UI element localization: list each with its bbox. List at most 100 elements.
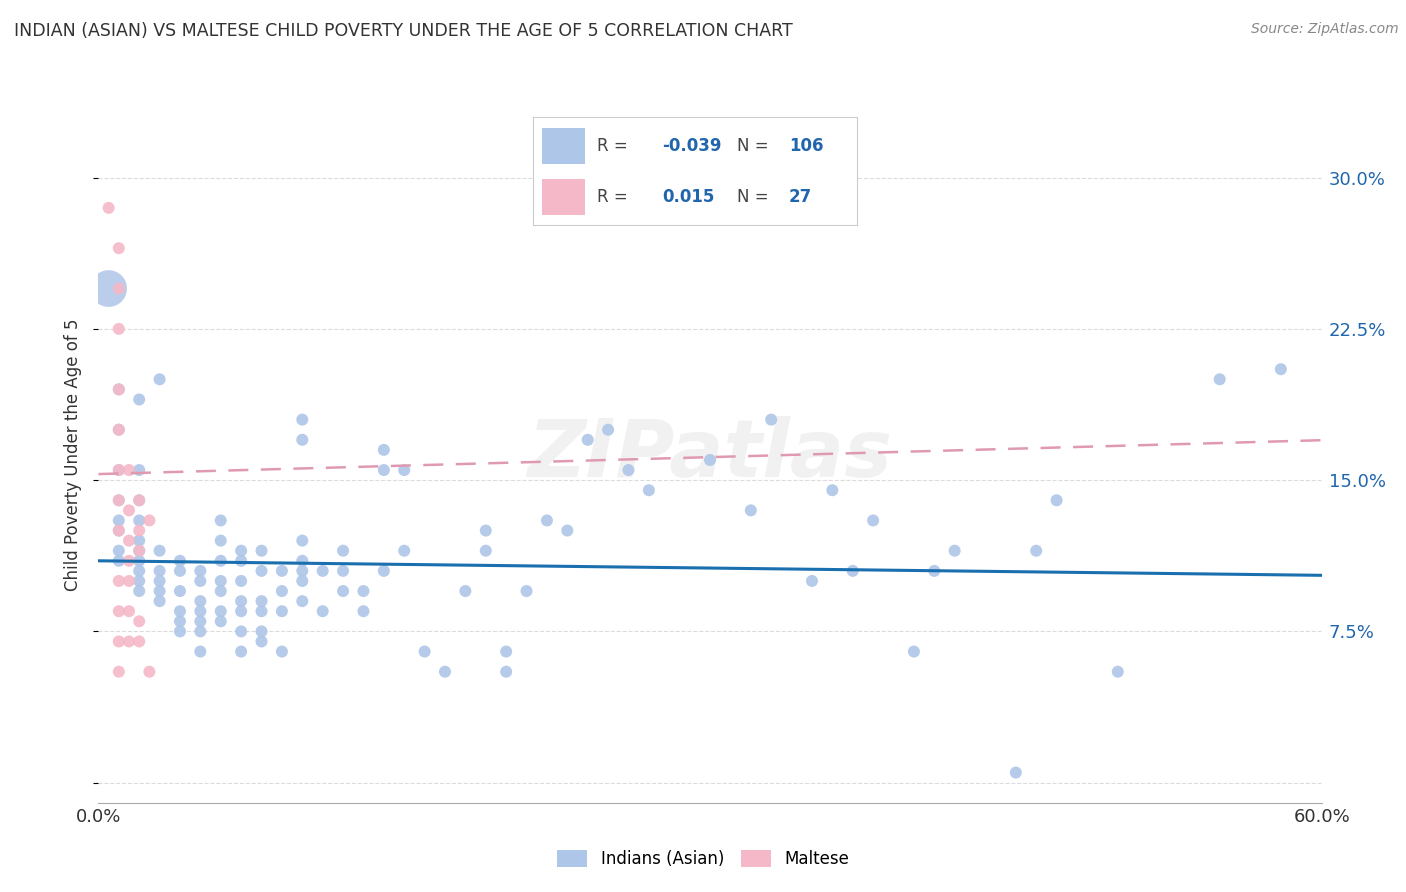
Point (108, 524, 131, 538)
Point (209, 513, 232, 527)
Point (922, 564, 945, 578)
Text: ZIPatlas: ZIPatlas (527, 416, 893, 494)
Point (231, 554, 253, 568)
Point (413, 644, 436, 658)
Point (108, 543, 131, 558)
Point (128, 493, 150, 508)
Point (108, 493, 131, 508)
Point (209, 584, 232, 599)
Point (1025, 543, 1047, 558)
Point (332, 564, 354, 578)
Point (231, 543, 253, 558)
Point (128, 615, 150, 629)
Point (209, 574, 232, 588)
Point (231, 624, 253, 639)
Point (118, 554, 141, 568)
Point (352, 584, 374, 599)
Point (903, 644, 925, 658)
Point (250, 604, 273, 618)
Point (108, 665, 131, 679)
Point (188, 615, 212, 629)
Point (108, 423, 131, 437)
Point (97, 201, 120, 215)
Point (373, 442, 395, 457)
Point (474, 543, 498, 558)
Point (474, 524, 498, 538)
Point (128, 554, 150, 568)
Point (108, 463, 131, 477)
Point (128, 533, 150, 548)
Point (188, 624, 212, 639)
Point (128, 513, 150, 527)
Point (108, 574, 131, 588)
Point (250, 564, 273, 578)
Point (108, 281, 131, 295)
Point (169, 554, 191, 568)
Point (138, 665, 160, 679)
Point (536, 513, 558, 527)
Point (270, 584, 294, 599)
Point (373, 564, 395, 578)
Point (128, 493, 150, 508)
Point (638, 483, 661, 498)
Point (108, 383, 131, 397)
Point (188, 644, 212, 658)
Point (118, 503, 141, 517)
Point (576, 433, 599, 447)
Point (209, 604, 232, 618)
Point (108, 463, 131, 477)
Point (250, 634, 273, 648)
Point (291, 564, 314, 578)
Point (108, 554, 131, 568)
Point (557, 524, 579, 538)
Point (169, 615, 191, 629)
Point (862, 513, 884, 527)
Point (97, 281, 120, 295)
Point (270, 644, 294, 658)
Point (761, 412, 783, 426)
Point (943, 543, 966, 558)
Point (128, 463, 150, 477)
Point (188, 604, 212, 618)
Point (118, 604, 141, 618)
Point (454, 584, 477, 599)
Y-axis label: Child Poverty Under the Age of 5: Child Poverty Under the Age of 5 (65, 318, 83, 591)
Point (821, 483, 844, 498)
Point (128, 524, 150, 538)
Point (149, 594, 172, 608)
Point (291, 433, 314, 447)
Point (108, 634, 131, 648)
Point (108, 513, 131, 527)
Point (250, 594, 273, 608)
Point (1107, 665, 1129, 679)
Point (231, 604, 253, 618)
Point (740, 503, 762, 517)
Point (392, 463, 416, 477)
Legend: Indians (Asian), Maltese: Indians (Asian), Maltese (551, 843, 855, 875)
Point (118, 574, 141, 588)
Point (231, 574, 253, 588)
Point (169, 604, 191, 618)
Point (209, 533, 232, 548)
Point (128, 574, 150, 588)
Point (598, 423, 620, 437)
Point (118, 463, 141, 477)
Point (149, 372, 172, 386)
Point (108, 423, 131, 437)
Point (250, 543, 273, 558)
Point (699, 453, 721, 467)
Point (128, 392, 150, 407)
Point (149, 564, 172, 578)
Point (118, 533, 141, 548)
Point (392, 543, 416, 558)
Point (149, 574, 172, 588)
Point (169, 584, 191, 599)
Point (1004, 765, 1026, 780)
Point (108, 493, 131, 508)
Point (373, 463, 395, 477)
Point (841, 564, 863, 578)
Point (108, 524, 131, 538)
Point (291, 574, 314, 588)
Point (108, 383, 131, 397)
Point (128, 543, 150, 558)
